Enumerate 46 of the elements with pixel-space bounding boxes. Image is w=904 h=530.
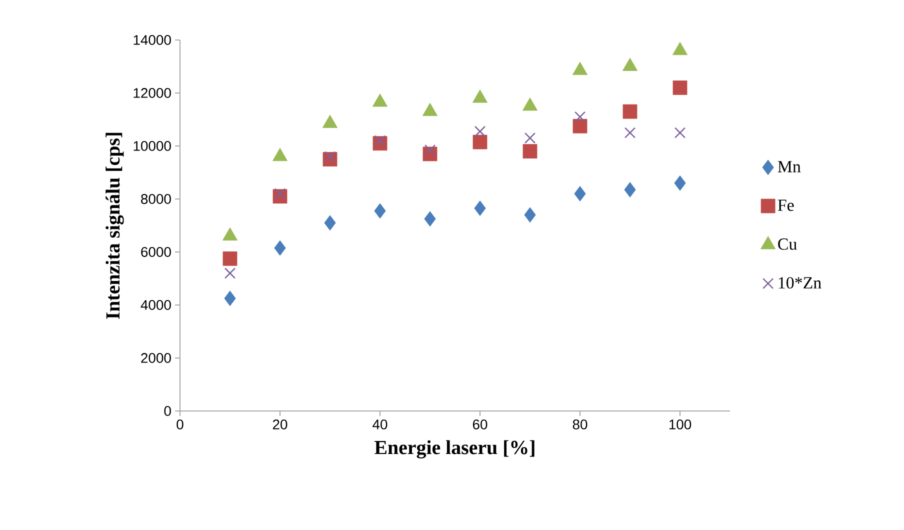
point	[672, 80, 688, 95]
point	[274, 188, 286, 200]
point	[572, 118, 588, 134]
y-tick-label: 2000	[141, 353, 171, 363]
legend-label: Mn	[778, 161, 801, 172]
point	[324, 151, 336, 162]
x-tick-label: 100	[669, 420, 692, 430]
point	[674, 127, 686, 138]
point	[624, 182, 636, 198]
y-tick-label: 12000	[134, 88, 171, 98]
y-tick-label: 14000	[134, 35, 171, 45]
point	[224, 290, 236, 306]
x-tick-label: 20	[272, 420, 288, 430]
point	[574, 186, 586, 202]
point	[674, 175, 686, 191]
x-tick-label: 40	[372, 420, 388, 430]
y-axis-title: Intenzita signálu [cps]	[106, 132, 124, 319]
point	[424, 144, 436, 156]
y-tick-label: 6000	[141, 247, 171, 257]
y-tick-label: 8000	[141, 194, 171, 204]
point	[524, 207, 536, 223]
x-axis-title: Energie laseru [%]	[374, 440, 534, 458]
y-tick-label: 10000	[134, 141, 171, 151]
point	[472, 134, 488, 150]
point	[522, 144, 538, 158]
y-tick-label: 0	[164, 406, 171, 416]
point	[224, 268, 236, 279]
point	[622, 104, 638, 119]
point	[524, 132, 536, 144]
legend-label: Cu	[778, 238, 797, 250]
y-tick-label: 4000	[140, 300, 171, 310]
point	[222, 251, 238, 266]
point	[424, 211, 436, 227]
point	[274, 240, 286, 256]
point	[374, 203, 386, 219]
point	[474, 200, 486, 216]
point	[374, 135, 386, 146]
legend-label: Fe	[778, 200, 794, 211]
point	[474, 126, 486, 138]
x-tick-label: 0	[176, 420, 184, 430]
x-tick-label: 60	[472, 420, 488, 430]
point	[324, 215, 336, 231]
point	[624, 127, 636, 138]
point	[574, 111, 586, 122]
x-tick-label: 80	[572, 420, 588, 430]
legend-label: 10*Zn	[778, 277, 822, 289]
